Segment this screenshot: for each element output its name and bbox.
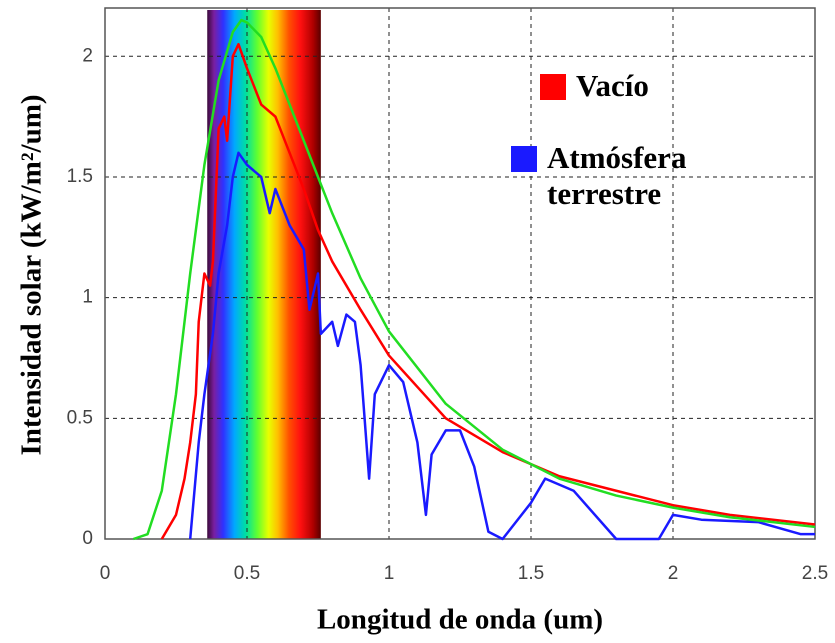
y-tick-label: 1 [82, 287, 93, 308]
x-tick-label: 0 [100, 563, 111, 584]
legend-entry: Atmósfera terrestre [511, 140, 727, 212]
y-tick-label: 2 [82, 45, 93, 66]
series-line [160, 42, 816, 540]
y-tick-label: 0 [82, 528, 93, 549]
y-tick-label: 1.5 [67, 166, 93, 187]
x-tick-label: 2 [668, 563, 679, 584]
legend-label: Vacío [576, 68, 649, 103]
y-tick-label: 0.5 [67, 407, 93, 428]
legend-label: Atmósfera terrestre [547, 140, 687, 211]
visible-band [207, 10, 321, 539]
y-axis-title: Intensidad solar (kW/m²/um) [16, 94, 48, 455]
x-axis-title: Longitud de onda (um) [317, 604, 603, 636]
x-tick-label: 0.5 [234, 563, 260, 584]
x-tick-label: 1 [384, 563, 395, 584]
series-line [188, 151, 815, 541]
legend-swatch [511, 146, 537, 172]
x-tick-label: 1.5 [518, 563, 544, 584]
legend-swatch [540, 74, 566, 100]
x-tick-label: 2.5 [802, 563, 828, 584]
series-line [132, 18, 816, 541]
legend-entry: Vacío [540, 68, 766, 104]
plot-frame [104, 7, 816, 540]
